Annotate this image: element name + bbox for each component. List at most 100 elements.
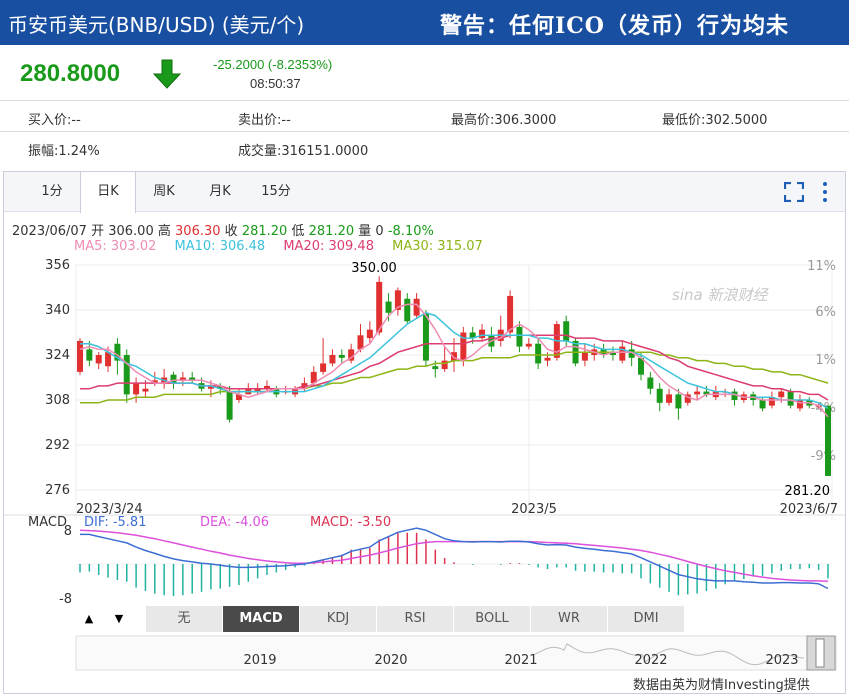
candle-body xyxy=(516,326,523,347)
timeline-year-label: 2020 xyxy=(374,653,407,668)
indicator-kdj[interactable]: KDJ xyxy=(300,606,377,632)
candle-body xyxy=(796,400,803,409)
max-price-label: 350.00 xyxy=(351,261,397,276)
y-tick-label: 276 xyxy=(45,483,70,498)
volume: 成交量:316151.0000 xyxy=(238,144,369,159)
indicator-up-button[interactable]: ▲ xyxy=(76,606,102,632)
indicator-down-button[interactable]: ▼ xyxy=(106,606,132,632)
candle-body xyxy=(460,332,467,361)
indicator-dmi[interactable]: DMI xyxy=(608,606,685,632)
y-tick-label: 356 xyxy=(45,258,70,273)
candle-body xyxy=(189,377,196,381)
x-axis-label-mid: 2023/5 xyxy=(511,502,557,517)
warning-banner: 警告：任何ICO（发币）行为均未 xyxy=(440,13,789,39)
amplitude: 振幅:1.24% xyxy=(28,144,100,159)
macd-legend: MACD: -3.50 xyxy=(310,515,391,530)
low-price: 最低价:302.5000 xyxy=(662,113,768,128)
summary-open: 306.00 xyxy=(108,224,154,239)
candle-body xyxy=(703,391,710,395)
watermark: sina 新浪财经 xyxy=(672,286,769,304)
fullscreen-icon[interactable] xyxy=(784,182,804,202)
pct-tick-label: -9% xyxy=(811,449,836,464)
candle-body xyxy=(404,298,411,322)
candle-body xyxy=(563,321,570,341)
indicator-macd[interactable]: MACD xyxy=(223,606,300,632)
pct-tick-label: 1% xyxy=(815,353,836,368)
summary-high-label: 高 xyxy=(157,224,171,239)
quote-time: 08:50:37 xyxy=(250,76,301,91)
macd-y-tick: 8 xyxy=(64,524,72,539)
ohlc-summary: 2023/06/07 开 306.00 高 306.30 收 281.20 低 … xyxy=(12,220,434,239)
down-arrow-icon xyxy=(152,59,182,89)
tab-daily[interactable]: 日K xyxy=(80,172,136,213)
ma30-legend: MA30: 315.07 xyxy=(392,239,483,254)
indicator-rsi[interactable]: RSI xyxy=(377,606,454,632)
summary-low-label: 低 xyxy=(291,224,305,239)
timeline-sparkline xyxy=(533,643,805,666)
y-tick-label: 340 xyxy=(45,303,70,318)
candle-body xyxy=(385,301,392,313)
candle-body xyxy=(441,360,448,370)
timeline-handle-grip xyxy=(815,638,825,668)
candle-body xyxy=(86,349,93,361)
timeline-year-label: 2023 xyxy=(765,653,798,668)
candle-body xyxy=(581,352,588,361)
dif-legend: DIF: -5.81 xyxy=(84,515,146,530)
macd-y-tick: -8 xyxy=(59,592,72,607)
summary-vol-label: 量 xyxy=(358,224,372,239)
indicator-none[interactable]: 无 xyxy=(146,606,223,632)
dif-line xyxy=(80,527,829,590)
ma30-line xyxy=(80,351,829,404)
ask-price: 卖出价:-- xyxy=(238,113,291,128)
tab-monthly[interactable]: 月K xyxy=(209,184,231,199)
candle-body xyxy=(525,343,532,347)
candle-body xyxy=(235,394,242,400)
candle-body xyxy=(77,340,83,372)
ma5-line xyxy=(79,303,829,418)
summary-high: 306.30 xyxy=(175,224,221,239)
dea-line xyxy=(79,529,829,583)
tab-15min[interactable]: 15分 xyxy=(261,184,291,199)
summary-pct: -8.10% xyxy=(387,224,434,239)
candle-body xyxy=(329,355,336,364)
indicator-boll[interactable]: BOLL xyxy=(454,606,531,632)
quote-info-row-2: 振幅:1.24% 成交量:316151.0000 xyxy=(0,131,849,162)
candle-body xyxy=(675,394,682,409)
candle-body xyxy=(647,377,654,389)
tab-weekly[interactable]: 周K xyxy=(153,184,175,199)
price-row: 280.8000 -25.2000 (-8.2353%) 08:50:37 xyxy=(0,45,849,100)
candle-body xyxy=(628,349,635,358)
candle-body xyxy=(778,391,785,398)
candle-body xyxy=(123,355,130,395)
indicator-wr[interactable]: WR xyxy=(531,606,608,632)
candlestick-chart[interactable]: 356 340 324 308 292 276 11% 6% 1% -4% -9% sina 新浪财经… xyxy=(4,172,845,693)
bid-price: 买入价:-- xyxy=(28,113,81,128)
candle-body xyxy=(768,397,775,406)
candle-body xyxy=(95,355,102,364)
timeline-year-label: 2019 xyxy=(243,653,276,668)
candle-body xyxy=(694,391,701,395)
macd-panel-label: MACD xyxy=(28,515,67,530)
candle-body xyxy=(638,357,644,375)
candle-body xyxy=(320,363,327,372)
candle-body xyxy=(731,391,738,400)
ma10-line xyxy=(80,311,829,410)
candle-body xyxy=(507,295,514,333)
dea-legend: DEA: -4.06 xyxy=(200,515,269,530)
ma5-legend: MA5: 303.02 xyxy=(74,239,157,254)
candle-body xyxy=(376,281,383,333)
tab-1min[interactable]: 1分 xyxy=(41,184,63,199)
data-source: 数据由英为财情Investing提供 xyxy=(633,678,810,693)
candle-body xyxy=(179,377,186,381)
candle-body xyxy=(142,388,149,392)
candle-body xyxy=(535,343,542,364)
min-price-label: 281.20 xyxy=(785,484,831,499)
summary-date: 2023/06/07 xyxy=(12,224,87,239)
candle-body xyxy=(432,366,439,370)
candle-body xyxy=(422,312,429,361)
more-options-icon[interactable] xyxy=(822,181,828,203)
candle-body xyxy=(114,343,121,361)
candle-body xyxy=(451,352,457,361)
candle-body xyxy=(348,349,355,361)
y-tick-label: 308 xyxy=(45,393,70,408)
